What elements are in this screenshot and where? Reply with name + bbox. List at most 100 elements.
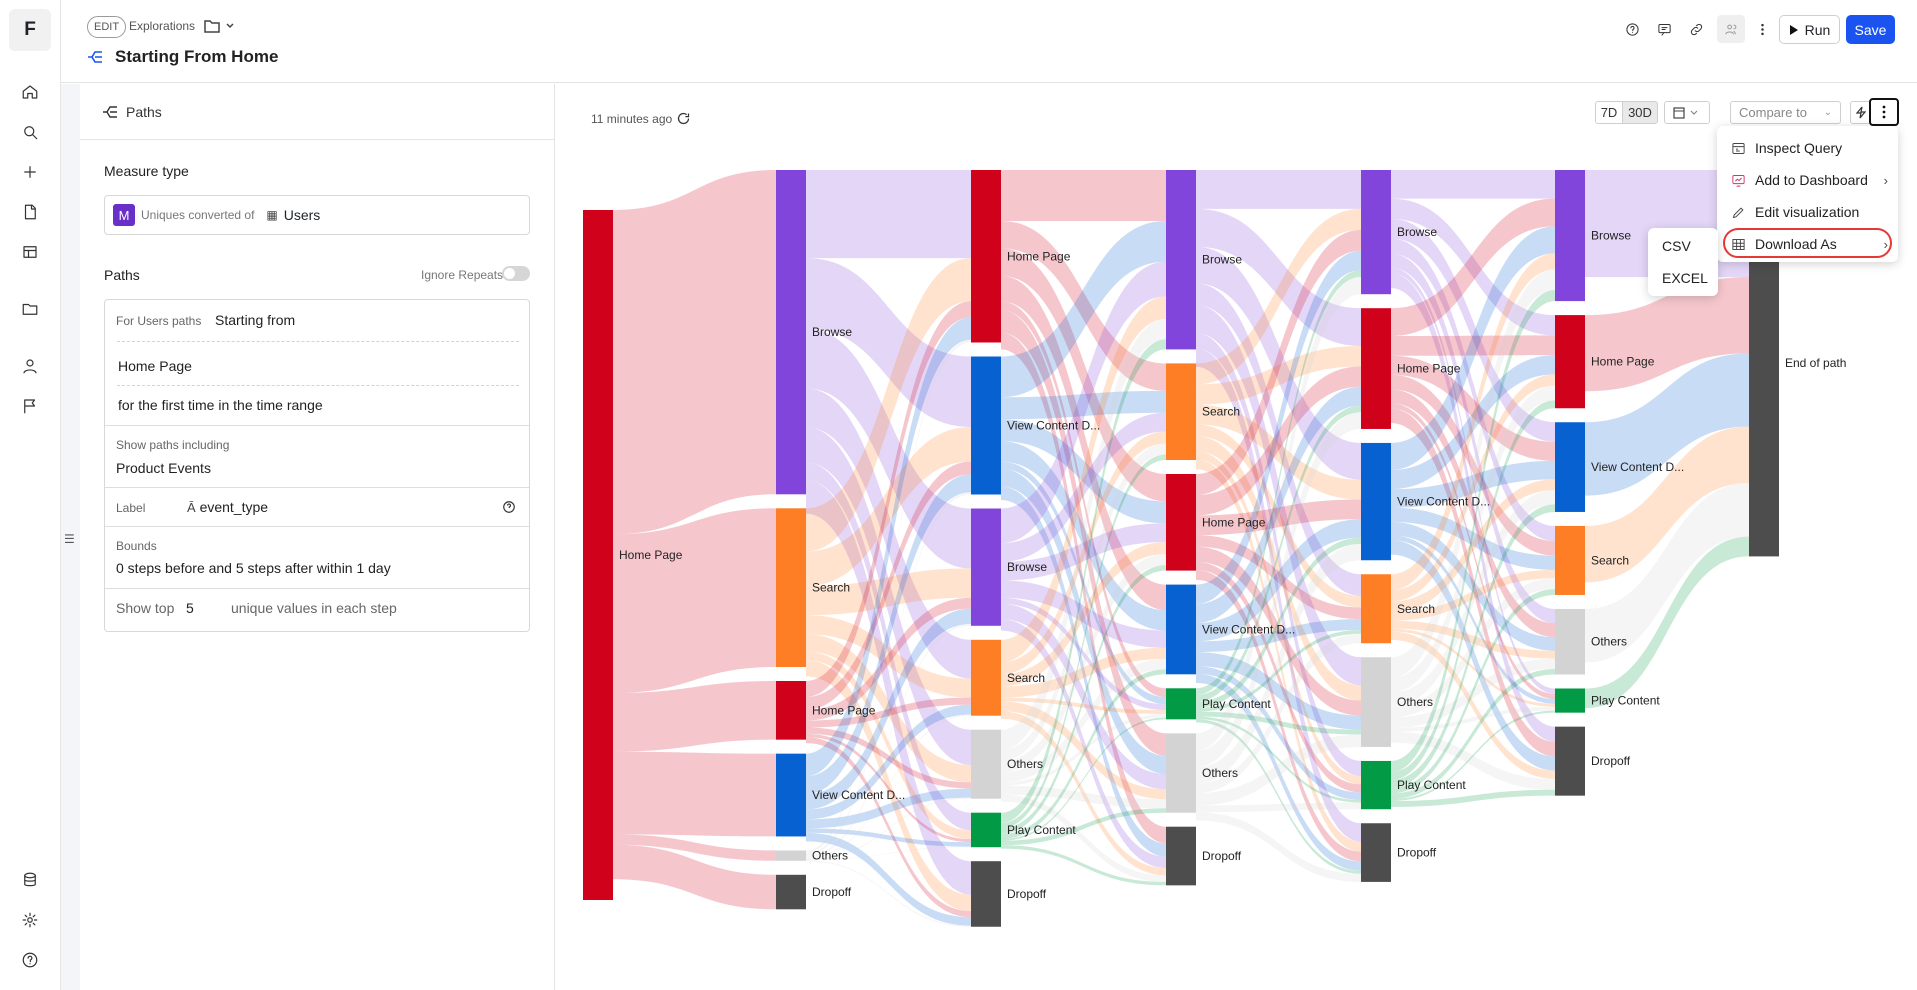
sankey-link[interactable] bbox=[613, 844, 776, 910]
sankey-link[interactable] bbox=[806, 462, 971, 831]
sankey-link[interactable] bbox=[1001, 659, 1166, 783]
share-users-icon[interactable] bbox=[1717, 15, 1745, 43]
sankey-link[interactable] bbox=[1391, 589, 1555, 794]
sankey-link[interactable] bbox=[1196, 208, 1361, 347]
sankey-link[interactable] bbox=[1585, 536, 1749, 709]
sankey-link[interactable] bbox=[1196, 719, 1361, 874]
search-icon[interactable] bbox=[18, 120, 42, 144]
sankey-node[interactable] bbox=[1361, 170, 1391, 295]
sankey-link[interactable] bbox=[1001, 619, 1166, 869]
sankey-link[interactable] bbox=[613, 681, 776, 752]
sankey-link[interactable] bbox=[1391, 198, 1555, 337]
sankey-link[interactable] bbox=[1585, 483, 1749, 663]
sankey-link[interactable] bbox=[1001, 580, 1166, 648]
range-30d-button[interactable]: 30D bbox=[1622, 101, 1658, 124]
sankey-link[interactable] bbox=[1196, 812, 1361, 882]
sankey-node[interactable] bbox=[1555, 422, 1585, 512]
sankey-link[interactable] bbox=[613, 508, 776, 693]
sankey-node[interactable] bbox=[971, 170, 1001, 343]
person-icon[interactable] bbox=[18, 354, 42, 378]
refresh-icon[interactable] bbox=[676, 111, 691, 126]
sankey-link[interactable] bbox=[1001, 248, 1166, 502]
sankey-link[interactable] bbox=[806, 339, 971, 854]
run-button[interactable]: Run bbox=[1779, 15, 1840, 44]
sankey-link[interactable] bbox=[1001, 669, 1166, 839]
sankey-node[interactable] bbox=[1166, 170, 1196, 350]
sankey-node[interactable] bbox=[1166, 733, 1196, 813]
sankey-link[interactable] bbox=[806, 427, 971, 586]
sankey-node[interactable] bbox=[583, 210, 613, 900]
sankey-link[interactable] bbox=[1391, 706, 1555, 732]
sankey-link[interactable] bbox=[806, 615, 971, 698]
sankey-node[interactable] bbox=[1166, 584, 1196, 675]
sankey-link[interactable] bbox=[806, 597, 971, 721]
sankey-link[interactable] bbox=[613, 170, 776, 535]
sankey-link[interactable] bbox=[1196, 404, 1361, 500]
sankey-node[interactable] bbox=[1555, 688, 1585, 713]
app-logo[interactable]: F bbox=[9, 9, 51, 51]
sankey-link[interactable] bbox=[1196, 666, 1361, 800]
sankey-link[interactable] bbox=[806, 474, 971, 795]
sankey-link[interactable] bbox=[806, 737, 971, 918]
sankey-link[interactable] bbox=[1391, 267, 1555, 694]
sankey-link[interactable] bbox=[1001, 454, 1166, 829]
help-icon[interactable] bbox=[18, 948, 42, 972]
sankey-link[interactable] bbox=[806, 480, 971, 895]
sankey-link[interactable] bbox=[1001, 170, 1166, 221]
date-picker[interactable] bbox=[1664, 101, 1710, 124]
sankey-node[interactable] bbox=[971, 729, 1001, 799]
database-icon[interactable] bbox=[18, 868, 42, 892]
sankey-node[interactable] bbox=[971, 639, 1001, 716]
ignore-repeats-toggle[interactable] bbox=[502, 266, 530, 281]
sankey-link[interactable] bbox=[1391, 535, 1555, 704]
document-icon[interactable] bbox=[18, 200, 42, 224]
sankey-link[interactable] bbox=[1001, 523, 1166, 581]
sankey-link[interactable] bbox=[806, 461, 971, 710]
sankey-link[interactable] bbox=[1196, 499, 1361, 536]
sankey-link[interactable] bbox=[806, 492, 971, 856]
sankey-link[interactable] bbox=[1001, 701, 1166, 800]
sankey-link[interactable] bbox=[806, 317, 971, 777]
sankey-node[interactable] bbox=[1555, 726, 1585, 796]
sankey-link[interactable] bbox=[1196, 436, 1361, 701]
sankey-link[interactable] bbox=[1196, 346, 1361, 405]
sankey-node[interactable] bbox=[971, 861, 1001, 927]
sankey-link[interactable] bbox=[1391, 578, 1555, 718]
sankey-link[interactable] bbox=[1001, 441, 1166, 631]
sankey-link[interactable] bbox=[1196, 711, 1361, 735]
sankey-link[interactable] bbox=[1001, 431, 1166, 675]
measure-selector[interactable]: M Uniques converted of ▦ Users bbox=[104, 195, 530, 235]
sankey-link[interactable] bbox=[1001, 794, 1166, 883]
sankey-link[interactable] bbox=[1391, 253, 1555, 591]
sankey-link[interactable] bbox=[1001, 301, 1166, 698]
sankey-link[interactable] bbox=[1001, 412, 1166, 562]
sankey-link[interactable] bbox=[1001, 603, 1166, 790]
starting-from-select[interactable]: Starting from bbox=[215, 312, 296, 328]
sankey-link[interactable] bbox=[1196, 459, 1361, 852]
sankey-link[interactable] bbox=[1001, 220, 1166, 398]
sankey-link[interactable] bbox=[1391, 385, 1555, 693]
sankey-node[interactable] bbox=[1166, 474, 1196, 571]
sankey-link[interactable] bbox=[1391, 731, 1555, 790]
sankey-link[interactable] bbox=[1001, 390, 1166, 420]
sankey-link[interactable] bbox=[1001, 554, 1166, 773]
sankey-link[interactable] bbox=[1196, 305, 1361, 686]
page-title[interactable]: Starting From Home bbox=[115, 47, 279, 66]
sankey-link[interactable] bbox=[806, 301, 971, 697]
sankey-node[interactable] bbox=[1166, 826, 1196, 886]
excel-option[interactable]: EXCEL bbox=[1662, 270, 1708, 286]
sankey-link[interactable] bbox=[1196, 546, 1361, 716]
sankey-link[interactable] bbox=[1001, 461, 1166, 705]
breadcrumb[interactable]: Explorations bbox=[129, 19, 196, 33]
sankey-link[interactable] bbox=[1391, 569, 1555, 621]
flag-icon[interactable] bbox=[18, 394, 42, 418]
sankey-link[interactable] bbox=[1391, 460, 1555, 508]
sankey-node[interactable] bbox=[1166, 363, 1196, 460]
chart-more-button[interactable] bbox=[1869, 98, 1899, 126]
sankey-link[interactable] bbox=[806, 832, 971, 926]
sankey-link[interactable] bbox=[806, 651, 971, 839]
sankey-node[interactable] bbox=[971, 356, 1001, 495]
sankey-link[interactable] bbox=[1196, 543, 1361, 784]
sankey-link[interactable] bbox=[806, 733, 971, 843]
sankey-link[interactable] bbox=[806, 714, 971, 859]
